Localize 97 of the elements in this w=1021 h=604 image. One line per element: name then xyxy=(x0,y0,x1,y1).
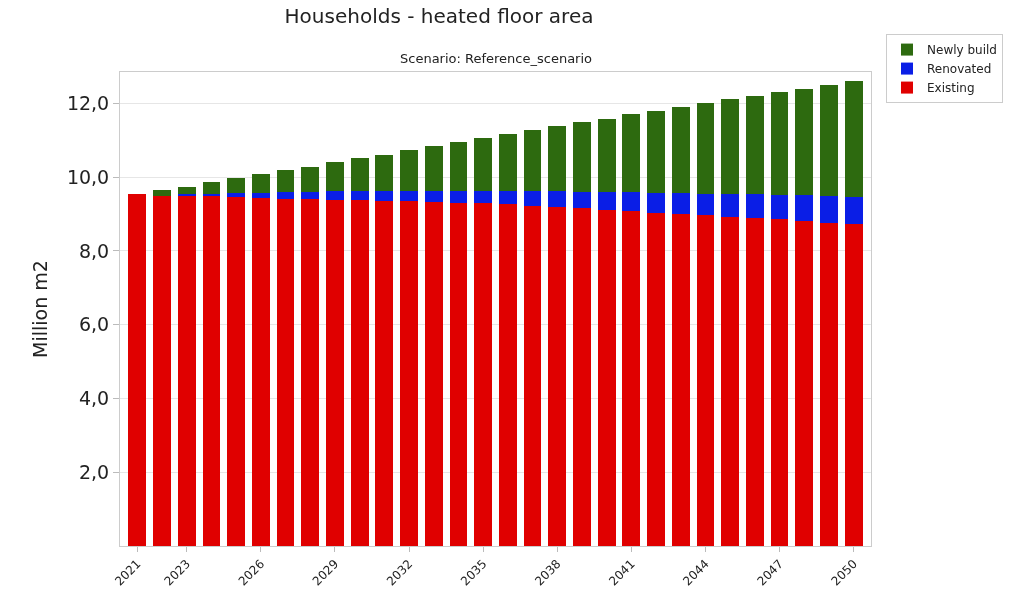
bar xyxy=(474,190,493,204)
bar xyxy=(573,208,591,546)
bar xyxy=(671,213,690,546)
bar xyxy=(326,199,344,546)
bar xyxy=(548,126,567,191)
bar xyxy=(622,114,641,193)
bar xyxy=(449,190,468,203)
bar xyxy=(375,200,394,546)
bar xyxy=(227,193,245,198)
bar xyxy=(820,195,838,223)
bar xyxy=(326,162,344,191)
bar xyxy=(424,190,443,203)
bar xyxy=(498,190,517,205)
bar xyxy=(474,203,493,546)
bar xyxy=(671,193,690,214)
bar xyxy=(227,178,245,194)
bar xyxy=(153,190,171,196)
bar xyxy=(523,130,542,191)
bar xyxy=(350,190,369,201)
bar xyxy=(326,190,344,200)
bar xyxy=(844,223,863,546)
bar xyxy=(227,197,245,546)
bar xyxy=(301,166,320,192)
bar xyxy=(400,201,418,546)
bar xyxy=(622,192,641,212)
bar xyxy=(820,84,838,196)
bar xyxy=(400,190,418,202)
bar xyxy=(498,133,517,191)
bar xyxy=(548,190,567,208)
bar xyxy=(128,193,147,546)
y-axis-title: Million m2 xyxy=(28,260,51,358)
bar xyxy=(721,216,740,546)
bar xyxy=(177,195,196,546)
y-tick-label: 12,0 xyxy=(66,92,110,114)
bar xyxy=(844,196,863,224)
bar xyxy=(721,99,740,195)
bar xyxy=(449,141,468,191)
bar xyxy=(696,193,715,216)
bar xyxy=(523,190,542,206)
chart-title: Households - heated floor area xyxy=(284,4,594,29)
bar xyxy=(696,103,715,194)
bar xyxy=(251,174,270,193)
bar xyxy=(795,195,814,222)
bar xyxy=(647,110,665,193)
bar xyxy=(622,211,641,546)
bar xyxy=(400,150,418,191)
chart-subtitle: Scenario: Reference_scenario xyxy=(400,51,593,66)
bar xyxy=(498,204,517,546)
bar xyxy=(350,158,369,191)
bar xyxy=(202,196,221,546)
bar xyxy=(424,202,443,546)
y-tick-label: 4,0 xyxy=(78,387,110,410)
bar xyxy=(276,192,295,199)
bar xyxy=(746,194,764,219)
bar xyxy=(573,191,591,209)
bar xyxy=(474,138,493,191)
y-tick-label: 8,0 xyxy=(78,239,110,262)
bar xyxy=(177,187,196,195)
bar xyxy=(276,198,295,546)
bar xyxy=(647,192,665,213)
bar xyxy=(449,202,468,546)
y-tick-label: 2,0 xyxy=(78,460,110,483)
bar xyxy=(647,212,665,546)
bar xyxy=(746,95,764,195)
bar xyxy=(375,154,394,191)
bar xyxy=(770,194,789,220)
bar xyxy=(301,191,320,200)
bar xyxy=(795,221,814,546)
bar xyxy=(597,191,616,210)
legend-label: Existing xyxy=(927,81,975,96)
bar xyxy=(573,122,591,192)
bar xyxy=(251,192,270,198)
bar xyxy=(770,219,789,546)
bar xyxy=(153,195,171,546)
bar xyxy=(251,197,270,546)
bar xyxy=(770,91,789,195)
bar xyxy=(696,215,715,546)
bar xyxy=(671,107,690,194)
bar xyxy=(301,199,320,546)
y-tick-label: 6,0 xyxy=(78,313,110,336)
bar xyxy=(721,194,740,217)
legend-label: Renovated xyxy=(927,62,992,77)
bar xyxy=(746,218,764,546)
bar xyxy=(276,170,295,193)
bar xyxy=(795,88,814,196)
bar xyxy=(548,207,567,546)
legend-label: Newly build xyxy=(927,43,997,58)
bar xyxy=(597,209,616,546)
bar xyxy=(844,81,863,197)
bar xyxy=(424,145,443,191)
y-tick-label: 10,0 xyxy=(66,165,110,188)
bar xyxy=(523,205,542,546)
bar xyxy=(597,118,616,192)
bar xyxy=(820,222,838,546)
bar xyxy=(350,200,369,546)
bar xyxy=(202,182,221,195)
bar xyxy=(375,190,394,201)
